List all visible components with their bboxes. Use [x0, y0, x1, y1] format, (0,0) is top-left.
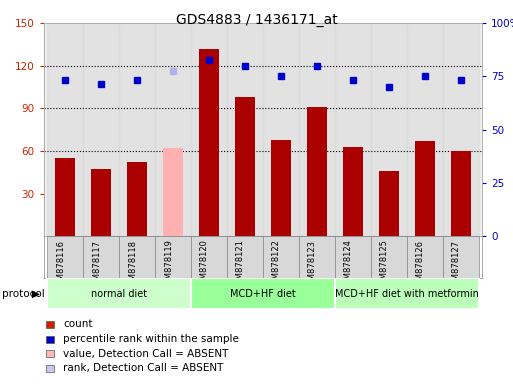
Bar: [235, 97, 255, 236]
Text: count: count: [63, 319, 93, 329]
Text: value, Detection Call = ABSENT: value, Detection Call = ABSENT: [63, 349, 228, 359]
Bar: [263, 23, 299, 236]
Text: GSM878124: GSM878124: [344, 240, 353, 290]
Text: GSM878121: GSM878121: [236, 240, 245, 290]
Bar: [371, 236, 407, 278]
Text: GSM878123: GSM878123: [308, 240, 317, 291]
Text: ▶: ▶: [32, 289, 41, 299]
Bar: [443, 236, 479, 278]
Bar: [47, 278, 191, 309]
Bar: [299, 236, 335, 278]
Text: GSM878122: GSM878122: [272, 240, 281, 290]
Text: GSM878126: GSM878126: [416, 240, 425, 291]
Text: MCD+HF diet: MCD+HF diet: [230, 289, 296, 299]
Text: GSM878116: GSM878116: [56, 240, 65, 291]
Bar: [155, 236, 191, 278]
Bar: [443, 23, 479, 236]
Bar: [343, 147, 363, 236]
Text: GSM878125: GSM878125: [380, 240, 389, 290]
Text: GDS4883 / 1436171_at: GDS4883 / 1436171_at: [175, 13, 338, 27]
Text: GSM878117: GSM878117: [92, 240, 101, 291]
Text: MCD+HF diet with metformin: MCD+HF diet with metformin: [335, 289, 479, 299]
Bar: [163, 148, 183, 236]
Text: rank, Detection Call = ABSENT: rank, Detection Call = ABSENT: [63, 363, 224, 373]
Text: normal diet: normal diet: [91, 289, 147, 299]
Bar: [127, 162, 147, 236]
Bar: [91, 169, 111, 236]
Bar: [119, 23, 155, 236]
Text: GSM878120: GSM878120: [200, 240, 209, 290]
Bar: [335, 278, 479, 309]
Bar: [227, 23, 263, 236]
Bar: [335, 23, 371, 236]
Bar: [55, 158, 75, 236]
Bar: [155, 23, 191, 236]
Bar: [227, 236, 263, 278]
Bar: [191, 23, 227, 236]
Bar: [47, 23, 83, 236]
Bar: [307, 107, 327, 236]
Bar: [191, 236, 227, 278]
Text: GSM878119: GSM878119: [164, 240, 173, 290]
Text: GSM878127: GSM878127: [451, 240, 461, 291]
Bar: [407, 23, 443, 236]
Bar: [379, 171, 399, 236]
Bar: [119, 236, 155, 278]
Bar: [451, 151, 470, 236]
Bar: [371, 23, 407, 236]
Bar: [83, 23, 119, 236]
Bar: [271, 139, 291, 236]
Bar: [407, 236, 443, 278]
Bar: [415, 141, 435, 236]
Bar: [335, 236, 371, 278]
Bar: [299, 23, 335, 236]
Text: percentile rank within the sample: percentile rank within the sample: [63, 334, 239, 344]
Bar: [47, 236, 83, 278]
Bar: [83, 236, 119, 278]
Text: protocol: protocol: [2, 289, 45, 299]
Text: GSM878118: GSM878118: [128, 240, 137, 291]
Bar: [191, 278, 335, 309]
Bar: [263, 236, 299, 278]
Bar: [199, 49, 219, 236]
